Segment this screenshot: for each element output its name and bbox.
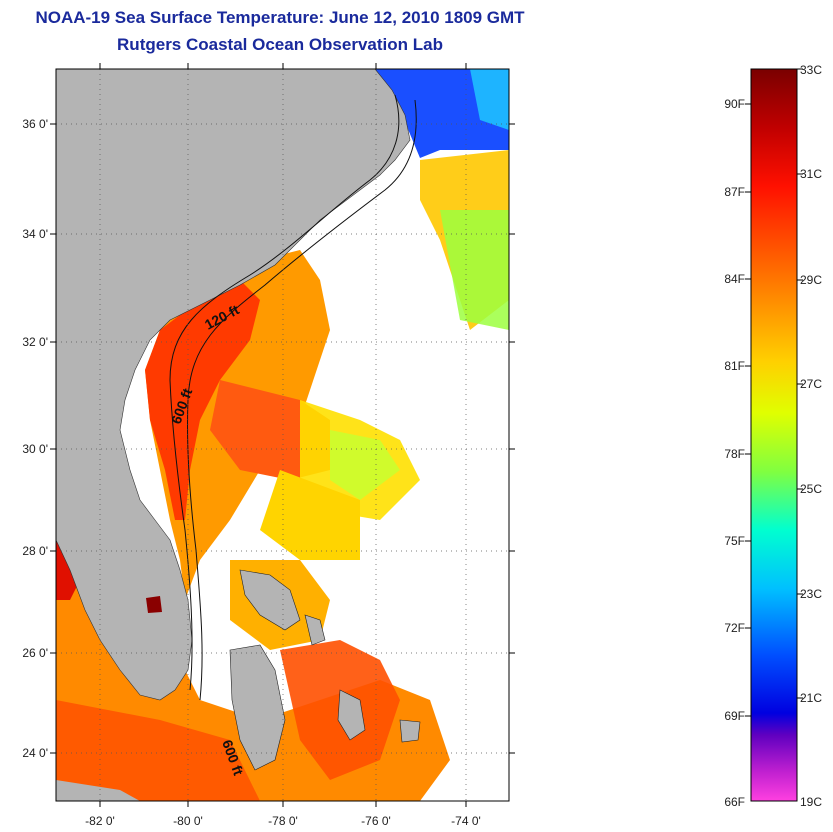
colorbar-ticks — [745, 68, 803, 717]
scale-label-81f: 81F — [724, 359, 745, 373]
scale-label-21c: 21C — [800, 691, 822, 705]
lon-label-76: -76 0' — [361, 814, 391, 828]
scale-label-19c: 19C — [800, 795, 822, 809]
scale-label-66f: 66F — [724, 795, 745, 809]
lat-label-32: 32 0' — [22, 335, 48, 349]
map-subtitle: Rutgers Coastal Ocean Observation Lab — [117, 35, 443, 54]
lat-label-30: 30 0' — [22, 442, 48, 456]
scale-label-78f: 78F — [724, 447, 745, 461]
scale-label-29c: 29C — [800, 273, 822, 287]
map-title: NOAA-19 Sea Surface Temperature: June 12… — [35, 8, 525, 27]
contour-120ft — [169, 94, 400, 691]
scale-label-72f: 72F — [724, 621, 745, 635]
lon-label-78: -78 0' — [268, 814, 298, 828]
scale-label-25c: 25C — [800, 482, 822, 496]
land-southeast-us — [56, 69, 411, 701]
scale-label-33c: 33C — [800, 63, 822, 77]
lon-label-82: -82 0' — [85, 814, 115, 828]
lat-label-24: 24 0' — [22, 746, 48, 760]
lat-label-36: 36 0' — [22, 117, 48, 131]
lon-label-80: -80 0' — [173, 814, 203, 828]
grid-lines — [56, 69, 509, 801]
scale-label-75f: 75F — [724, 534, 745, 548]
lat-ticks — [50, 63, 515, 807]
scale-label-87f: 87F — [724, 185, 745, 199]
lat-label-26: 26 0' — [22, 646, 48, 660]
contour-600ft — [186, 99, 417, 701]
scale-label-31c: 31C — [800, 167, 822, 181]
scale-label-23c: 23C — [800, 587, 822, 601]
lat-label-28: 28 0' — [22, 544, 48, 558]
scale-label-84f: 84F — [724, 272, 745, 286]
map-panel: 120 ft 600 ft 600 ft — [56, 69, 509, 801]
lat-label-34: 34 0' — [22, 227, 48, 241]
scale-label-90f: 90F — [724, 97, 745, 111]
lon-label-74: -74 0' — [451, 814, 481, 828]
scale-label-27c: 27C — [800, 377, 822, 391]
bahamas-island — [239, 569, 301, 631]
color-scale-bar — [750, 68, 798, 802]
scale-label-69f: 69F — [724, 709, 745, 723]
